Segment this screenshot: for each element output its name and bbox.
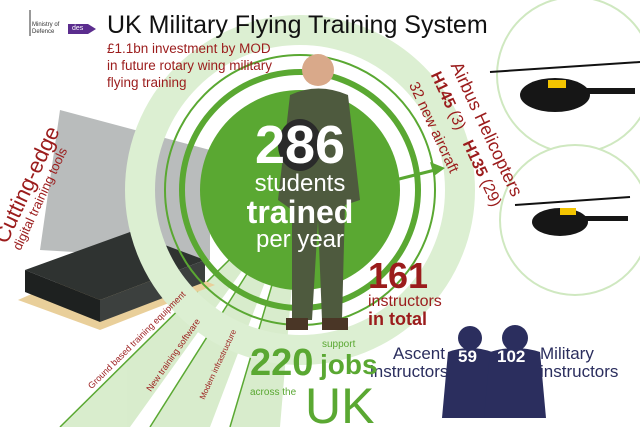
trained-label: trained xyxy=(246,194,354,230)
military-label: Military instructors xyxy=(540,345,618,381)
ascent-line: instructors xyxy=(370,361,449,381)
des-logo xyxy=(68,24,96,34)
arrow-icon xyxy=(394,162,445,182)
instructor-silhouettes xyxy=(442,325,546,418)
helicopter-h145-circle xyxy=(496,0,640,154)
h145-count: (3) xyxy=(444,107,469,133)
per-year-label: per year xyxy=(255,226,345,253)
pilot-figure xyxy=(278,54,360,330)
students-label: students xyxy=(254,170,346,197)
students-stat: 286 students trained per year xyxy=(200,118,400,252)
jobs-number: 220 xyxy=(250,342,314,384)
subtitle-line: flying training xyxy=(107,75,187,90)
subtitle-line: £1.1bn investment by MOD xyxy=(107,41,271,56)
jobs-label: jobs xyxy=(320,349,378,380)
instructors-number: 161 xyxy=(368,255,429,296)
helicopter-icon xyxy=(514,196,631,236)
instructors-total: 161 instructors in total xyxy=(368,255,442,329)
in-total-label: in total xyxy=(368,309,427,329)
des-logo-text: des xyxy=(72,25,84,32)
helicopter-icon xyxy=(489,61,640,112)
mod-logo: Ministry of Defence xyxy=(32,22,60,35)
ascent-line: Ascent xyxy=(393,344,445,363)
subtitle: £1.1bn investment by MOD in future rotar… xyxy=(107,40,272,91)
page-title: UK Military Flying Training System xyxy=(107,11,488,39)
ascent-label: Ascent instructors xyxy=(370,344,449,381)
across-label: across the xyxy=(250,387,297,398)
military-line: instructors xyxy=(540,361,619,381)
ascent-count: 59 xyxy=(458,347,477,366)
military-line: Military xyxy=(540,344,594,363)
simulator-image xyxy=(40,110,210,260)
instructors-label: instructors xyxy=(368,293,442,310)
students-number: 286 xyxy=(254,115,346,175)
support-label: support xyxy=(322,339,356,350)
military-count: 102 xyxy=(497,347,526,366)
subtitle-line: in future rotary wing military xyxy=(107,58,273,73)
uk-label: UK xyxy=(305,378,375,427)
